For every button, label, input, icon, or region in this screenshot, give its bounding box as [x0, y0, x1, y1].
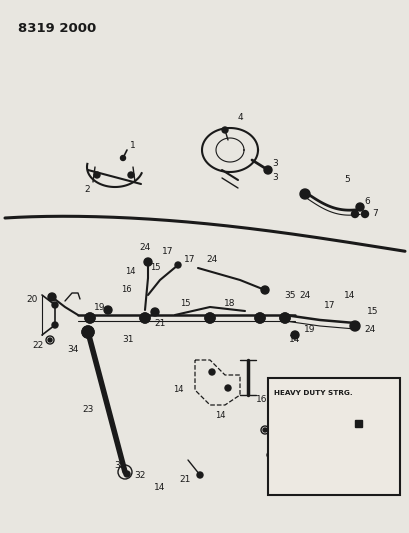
Text: 30: 30 [365, 465, 377, 474]
Circle shape [151, 308, 159, 316]
Text: 2: 2 [84, 185, 90, 195]
Text: 27: 27 [383, 416, 395, 424]
Bar [354, 420, 361, 427]
Circle shape [351, 211, 357, 217]
Text: 35: 35 [283, 290, 295, 300]
Text: 25: 25 [279, 456, 290, 464]
Circle shape [52, 322, 58, 328]
Text: HEAVY DUTY STRG.: HEAVY DUTY STRG. [273, 390, 352, 396]
Text: 14: 14 [344, 292, 355, 301]
Text: 5: 5 [343, 175, 349, 184]
Circle shape [209, 369, 214, 375]
Circle shape [262, 428, 266, 432]
Text: 14: 14 [124, 268, 135, 277]
Text: 33: 33 [114, 461, 126, 470]
Text: 26: 26 [343, 416, 355, 424]
Circle shape [120, 156, 125, 160]
Text: 16: 16 [256, 395, 267, 405]
Circle shape [266, 452, 272, 458]
Circle shape [94, 172, 100, 178]
Circle shape [124, 471, 130, 477]
Text: 4: 4 [237, 114, 242, 123]
Text: 18: 18 [224, 300, 235, 309]
Circle shape [139, 313, 150, 323]
Text: 24: 24 [313, 427, 325, 437]
Circle shape [204, 313, 214, 323]
Bar [267, 378, 399, 495]
Text: 19: 19 [303, 326, 315, 335]
Text: 8319 2000: 8319 2000 [18, 22, 96, 35]
Circle shape [48, 293, 56, 301]
Text: 23: 23 [82, 406, 94, 415]
Text: 14: 14 [214, 410, 225, 419]
Circle shape [82, 326, 94, 338]
Circle shape [221, 127, 227, 133]
Text: 31: 31 [122, 335, 133, 344]
Text: 20: 20 [269, 432, 280, 441]
Circle shape [144, 258, 152, 266]
Text: 15: 15 [179, 298, 190, 308]
Circle shape [85, 313, 95, 323]
Text: 22: 22 [32, 341, 43, 350]
Text: 24: 24 [206, 255, 217, 264]
Text: 15: 15 [149, 263, 160, 272]
Text: 21: 21 [154, 319, 165, 327]
Text: 17: 17 [324, 301, 335, 310]
Text: 3: 3 [272, 159, 277, 168]
Circle shape [290, 331, 298, 339]
Text: 20: 20 [26, 295, 38, 304]
Text: 14: 14 [154, 482, 165, 491]
Circle shape [299, 189, 309, 199]
Text: 22: 22 [274, 456, 285, 464]
Circle shape [361, 211, 368, 217]
Text: 21: 21 [179, 475, 190, 484]
Text: 15: 15 [366, 308, 378, 317]
Circle shape [386, 461, 393, 467]
Circle shape [273, 439, 285, 451]
Circle shape [128, 172, 134, 178]
Circle shape [377, 460, 385, 468]
Text: 24: 24 [299, 290, 310, 300]
Circle shape [52, 302, 58, 308]
Circle shape [175, 262, 180, 268]
Text: 28: 28 [388, 443, 400, 453]
Circle shape [261, 286, 268, 294]
Circle shape [104, 306, 112, 314]
Text: 6: 6 [363, 198, 369, 206]
Circle shape [254, 313, 264, 323]
Text: 32: 32 [134, 471, 145, 480]
Circle shape [349, 321, 359, 331]
Text: 16: 16 [120, 286, 131, 295]
Text: 35: 35 [361, 475, 373, 484]
Text: 19: 19 [94, 303, 106, 312]
Circle shape [196, 472, 202, 478]
Circle shape [48, 338, 52, 342]
Circle shape [355, 203, 363, 211]
Text: 14: 14 [172, 385, 183, 394]
Text: 1: 1 [130, 141, 135, 150]
Text: 14: 14 [289, 335, 300, 344]
Text: 34: 34 [67, 345, 79, 354]
Text: 24: 24 [139, 244, 150, 253]
Text: 29: 29 [388, 457, 400, 466]
Circle shape [381, 452, 393, 464]
Text: 7: 7 [371, 209, 377, 219]
Circle shape [225, 385, 230, 391]
Text: 3: 3 [272, 174, 277, 182]
Text: 24: 24 [364, 326, 375, 335]
Text: 17: 17 [184, 255, 195, 264]
Circle shape [263, 166, 271, 174]
Text: 17: 17 [162, 247, 173, 256]
Circle shape [279, 313, 289, 323]
